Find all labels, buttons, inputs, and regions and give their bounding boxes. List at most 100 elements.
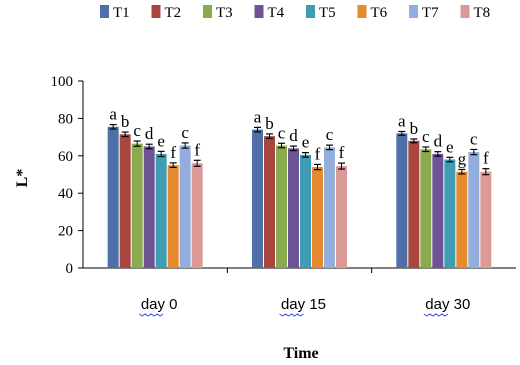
significance-letter: d — [434, 132, 443, 151]
error-bar — [133, 140, 141, 147]
bar-t7-day-30 — [468, 152, 480, 268]
y-tick-label: 80 — [58, 111, 73, 127]
legend-swatch-t1 — [100, 5, 109, 18]
bar-t8-day-15 — [336, 166, 347, 268]
spellcheck-underline — [423, 313, 449, 317]
bar-t7-day-0 — [179, 145, 191, 268]
error-bar — [470, 148, 478, 156]
error-bar — [338, 162, 345, 170]
bar-t6-day-30 — [456, 171, 468, 268]
bar-t5-day-30 — [444, 159, 456, 268]
bar-t6-day-0 — [167, 165, 179, 268]
significance-letter: g — [458, 149, 467, 168]
error-bar — [302, 152, 309, 158]
significance-letter: a — [254, 107, 262, 126]
error-bar — [422, 146, 430, 153]
error-bar — [109, 123, 117, 130]
error-bar — [482, 168, 490, 176]
significance-letter: c — [470, 129, 478, 148]
bar-t2-day-0 — [119, 134, 131, 268]
legend-swatch-t7 — [409, 5, 418, 18]
bar-t5-day-0 — [155, 153, 167, 268]
bar-t1-day-0 — [107, 126, 119, 268]
x-tick-label: day 15 — [281, 296, 326, 313]
spellcheck-underline — [279, 313, 304, 317]
y-axis: 0 20 40 60 80 100 — [51, 74, 84, 277]
error-bar — [410, 138, 418, 144]
error-bar — [326, 144, 333, 151]
bar-t3-day-30 — [420, 149, 432, 268]
error-bar — [458, 168, 466, 175]
significance-letter: e — [302, 133, 310, 152]
significance-letter: e — [446, 137, 454, 156]
bar-t7-day-15 — [324, 147, 335, 268]
legend-label-t3: T3 — [216, 5, 233, 21]
legend-swatch-t3 — [203, 5, 212, 18]
error-bar — [121, 131, 129, 138]
significance-letter: c — [133, 121, 141, 140]
error-bar — [290, 145, 297, 152]
bar-t6-day-15 — [312, 167, 323, 268]
bar-t8-day-0 — [191, 163, 203, 268]
error-bar — [193, 159, 201, 167]
significance-letter: b — [121, 112, 130, 131]
error-bar — [398, 130, 406, 136]
significance-letter: c — [326, 125, 334, 144]
bar-t2-day-30 — [408, 140, 420, 268]
error-bar — [446, 156, 454, 163]
y-tick-label: 0 — [66, 261, 74, 277]
spellcheck-underline — [138, 313, 164, 317]
legend-swatch-t8 — [460, 5, 470, 18]
bar-t8-day-30 — [480, 171, 492, 268]
legend-label-t8: T8 — [474, 5, 491, 21]
legend-label-t7: T7 — [422, 5, 439, 21]
significance-letter: f — [483, 149, 489, 168]
significance-letter: c — [278, 123, 286, 142]
significance-letter: f — [170, 143, 176, 162]
y-axis-title: L* — [14, 169, 31, 188]
error-bar — [278, 142, 285, 149]
x-axis: day 0 day 15 day 30 — [83, 267, 516, 317]
error-bar — [434, 151, 442, 157]
error-bar — [157, 150, 165, 158]
legend-label-t4: T4 — [268, 5, 285, 21]
bar-t1-day-15 — [252, 129, 263, 268]
bar-t4-day-15 — [288, 148, 299, 268]
legend-swatch-t2 — [151, 5, 161, 18]
significance-letter: b — [265, 114, 274, 133]
significance-letter: f — [339, 143, 345, 162]
significance-letter: b — [410, 119, 419, 138]
bar-t2-day-15 — [264, 136, 275, 268]
significance-letter: a — [398, 111, 406, 130]
bar-t1-day-30 — [396, 133, 408, 268]
legend-swatch-t5 — [306, 5, 315, 18]
x-axis-title: Time — [283, 345, 318, 362]
legend-label-t2: T2 — [165, 5, 182, 21]
significance-letter: d — [289, 126, 298, 145]
bar-t4-day-0 — [143, 146, 155, 268]
y-tick-label: 40 — [58, 186, 73, 202]
x-tick-label: day 0 — [141, 296, 178, 313]
bar-t4-day-30 — [432, 153, 444, 268]
error-bar — [145, 143, 153, 150]
legend-swatch-t4 — [254, 5, 264, 18]
y-tick-label: 100 — [51, 74, 74, 90]
y-tick-label: 20 — [58, 224, 73, 240]
error-bar — [181, 142, 189, 149]
error-bar — [169, 162, 177, 168]
significance-letter: c — [181, 123, 189, 142]
significance-letter: f — [194, 140, 200, 159]
legend-label-t5: T5 — [319, 5, 336, 21]
bar-t3-day-0 — [131, 143, 143, 268]
significance-letter: e — [157, 131, 165, 150]
significance-letter: c — [422, 127, 430, 146]
error-bar — [314, 163, 321, 171]
bar-t3-day-15 — [276, 145, 287, 268]
significance-letter: d — [145, 124, 154, 143]
legend-label-t6: T6 — [371, 5, 388, 21]
significance-letter: f — [315, 144, 321, 163]
legend-label-t1: T1 — [113, 5, 130, 21]
x-tick-label: day 30 — [425, 296, 470, 313]
